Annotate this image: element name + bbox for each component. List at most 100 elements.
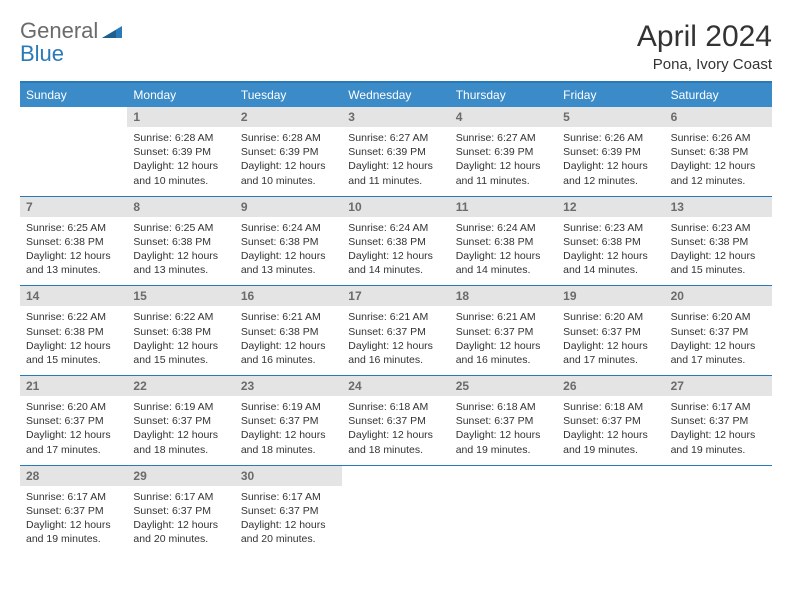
day-cell: 5Sunrise: 6:26 AMSunset: 6:39 PMDaylight… — [557, 107, 664, 196]
day-cell: 24Sunrise: 6:18 AMSunset: 6:37 PMDayligh… — [342, 376, 449, 465]
day-cell: 14Sunrise: 6:22 AMSunset: 6:38 PMDayligh… — [20, 286, 127, 375]
day-detail: Sunrise: 6:23 AMSunset: 6:38 PMDaylight:… — [665, 217, 772, 286]
logo-general: General — [20, 18, 98, 43]
day-detail: Sunrise: 6:17 AMSunset: 6:37 PMDaylight:… — [20, 486, 127, 555]
daylight-text: Daylight: 12 hours and 16 minutes. — [456, 339, 551, 367]
sunset-text: Sunset: 6:39 PM — [348, 145, 443, 159]
date-number: 12 — [557, 197, 664, 217]
day-detail: Sunrise: 6:25 AMSunset: 6:38 PMDaylight:… — [127, 217, 234, 286]
date-number — [557, 466, 664, 472]
day-header-thursday: Thursday — [450, 83, 557, 107]
day-detail: Sunrise: 6:27 AMSunset: 6:39 PMDaylight:… — [342, 127, 449, 196]
day-cell: 12Sunrise: 6:23 AMSunset: 6:38 PMDayligh… — [557, 197, 664, 286]
sunset-text: Sunset: 6:37 PM — [348, 325, 443, 339]
day-header-tuesday: Tuesday — [235, 83, 342, 107]
day-cell: 1Sunrise: 6:28 AMSunset: 6:39 PMDaylight… — [127, 107, 234, 196]
day-detail: Sunrise: 6:19 AMSunset: 6:37 PMDaylight:… — [235, 396, 342, 465]
day-cell: 2Sunrise: 6:28 AMSunset: 6:39 PMDaylight… — [235, 107, 342, 196]
day-cell: 19 Sunrise: 6:20 AMSunset: 6:37 PMDayligh… — [557, 286, 664, 375]
sunset-text: Sunset: 6:38 PM — [133, 325, 228, 339]
day-cell: 11Sunrise: 6:24 AMSunset: 6:38 PMDayligh… — [450, 197, 557, 286]
day-detail: Sunrise: 6:20 AMSunset: 6:37 PMDaylight:… — [665, 306, 772, 375]
day-detail: Sunrise: 6:28 AMSunset: 6:39 PMDaylight:… — [235, 127, 342, 196]
daylight-text: Daylight: 12 hours and 13 minutes. — [133, 249, 228, 277]
sunrise-text: Sunrise: 6:20 AM — [563, 310, 658, 324]
daylight-text: Daylight: 12 hours and 17 minutes. — [26, 428, 121, 456]
daylight-text: Daylight: 12 hours and 19 minutes. — [563, 428, 658, 456]
sunrise-text: Sunrise: 6:28 AM — [133, 131, 228, 145]
day-header-friday: Friday — [557, 83, 664, 107]
day-detail: Sunrise: 6:26 AMSunset: 6:39 PMDaylight:… — [557, 127, 664, 196]
sunrise-text: Sunrise: 6:25 AM — [133, 221, 228, 235]
sunrise-text: Sunrise: 6:24 AM — [348, 221, 443, 235]
sunset-text: Sunset: 6:38 PM — [348, 235, 443, 249]
daylight-text: Daylight: 12 hours and 17 minutes. — [563, 339, 658, 367]
day-detail: Sunrise: 6:19 AMSunset: 6:37 PMDaylight:… — [127, 396, 234, 465]
day-cell: 6Sunrise: 6:26 AMSunset: 6:38 PMDaylight… — [665, 107, 772, 196]
sunset-text: Sunset: 6:38 PM — [241, 235, 336, 249]
sunrise-text: Sunrise: 6:19 AM — [241, 400, 336, 414]
date-number: 29 — [127, 466, 234, 486]
day-cell: 18Sunrise: 6:21 AMSunset: 6:37 PMDayligh… — [450, 286, 557, 375]
daylight-text: Daylight: 12 hours and 15 minutes. — [671, 249, 766, 277]
date-number: 26 — [557, 376, 664, 396]
day-cell: 15Sunrise: 6:22 AMSunset: 6:38 PMDayligh… — [127, 286, 234, 375]
date-number: 5 — [557, 107, 664, 127]
day-cell: 27Sunrise: 6:17 AMSunset: 6:37 PMDayligh… — [665, 376, 772, 465]
sunset-text: Sunset: 6:38 PM — [26, 325, 121, 339]
date-number: 21 — [20, 376, 127, 396]
day-detail: Sunrise: 6:22 AMSunset: 6:38 PMDaylight:… — [20, 306, 127, 375]
sunrise-text: Sunrise: 6:17 AM — [671, 400, 766, 414]
title-block: April 2024 Pona, Ivory Coast — [637, 20, 772, 73]
date-number: 27 — [665, 376, 772, 396]
sunset-text: Sunset: 6:37 PM — [563, 325, 658, 339]
sunrise-text: Sunrise: 6:18 AM — [348, 400, 443, 414]
day-detail: Sunrise: 6:17 AMSunset: 6:37 PMDaylight:… — [665, 396, 772, 465]
date-number: 30 — [235, 466, 342, 486]
sunset-text: Sunset: 6:37 PM — [26, 414, 121, 428]
sunset-text: Sunset: 6:37 PM — [456, 325, 551, 339]
sunrise-text: Sunrise: 6:20 AM — [26, 400, 121, 414]
sunrise-text: Sunrise: 6:18 AM — [563, 400, 658, 414]
daylight-text: Daylight: 12 hours and 14 minutes. — [456, 249, 551, 277]
daylight-text: Daylight: 12 hours and 20 minutes. — [133, 518, 228, 546]
sunset-text: Sunset: 6:38 PM — [26, 235, 121, 249]
sunset-text: Sunset: 6:37 PM — [456, 414, 551, 428]
daylight-text: Daylight: 12 hours and 10 minutes. — [133, 159, 228, 187]
sunrise-text: Sunrise: 6:23 AM — [671, 221, 766, 235]
week-row: 28Sunrise: 6:17 AMSunset: 6:37 PMDayligh… — [20, 466, 772, 555]
sunrise-text: Sunrise: 6:21 AM — [456, 310, 551, 324]
date-number: 7 — [20, 197, 127, 217]
date-number: 20 — [665, 286, 772, 306]
day-detail: Sunrise: 6:18 AMSunset: 6:37 PMDaylight:… — [342, 396, 449, 465]
day-cell: 30Sunrise: 6:17 AMSunset: 6:37 PMDayligh… — [235, 466, 342, 555]
day-cell: 8Sunrise: 6:25 AMSunset: 6:38 PMDaylight… — [127, 197, 234, 286]
sunrise-text: Sunrise: 6:27 AM — [456, 131, 551, 145]
day-cell — [450, 466, 557, 555]
daylight-text: Daylight: 12 hours and 12 minutes. — [563, 159, 658, 187]
day-detail: Sunrise: 6:20 AMSunset: 6:37 PMDaylight:… — [20, 396, 127, 465]
date-number: 22 — [127, 376, 234, 396]
daylight-text: Daylight: 12 hours and 15 minutes. — [133, 339, 228, 367]
daylight-text: Daylight: 12 hours and 18 minutes. — [348, 428, 443, 456]
sunrise-text: Sunrise: 6:19 AM — [133, 400, 228, 414]
sunset-text: Sunset: 6:37 PM — [241, 414, 336, 428]
day-cell — [342, 466, 449, 555]
day-cell: 22Sunrise: 6:19 AMSunset: 6:37 PMDayligh… — [127, 376, 234, 465]
day-detail: Sunrise: 6:18 AMSunset: 6:37 PMDaylight:… — [557, 396, 664, 465]
date-number: 19 — [557, 286, 664, 306]
day-cell: 3Sunrise: 6:27 AMSunset: 6:39 PMDaylight… — [342, 107, 449, 196]
day-header-monday: Monday — [127, 83, 234, 107]
day-cell: 16Sunrise: 6:21 AMSunset: 6:38 PMDayligh… — [235, 286, 342, 375]
daylight-text: Daylight: 12 hours and 16 minutes. — [348, 339, 443, 367]
logo-triangle-icon — [102, 22, 122, 43]
daylight-text: Daylight: 12 hours and 11 minutes. — [348, 159, 443, 187]
daylight-text: Daylight: 12 hours and 16 minutes. — [241, 339, 336, 367]
week-row: 7Sunrise: 6:25 AMSunset: 6:38 PMDaylight… — [20, 197, 772, 287]
day-cell: 4Sunrise: 6:27 AMSunset: 6:39 PMDaylight… — [450, 107, 557, 196]
week-row: 21Sunrise: 6:20 AMSunset: 6:37 PMDayligh… — [20, 376, 772, 466]
sunrise-text: Sunrise: 6:20 AM — [671, 310, 766, 324]
sunset-text: Sunset: 6:37 PM — [26, 504, 121, 518]
date-number: 28 — [20, 466, 127, 486]
day-cell: 20Sunrise: 6:20 AMSunset: 6:37 PMDayligh… — [665, 286, 772, 375]
